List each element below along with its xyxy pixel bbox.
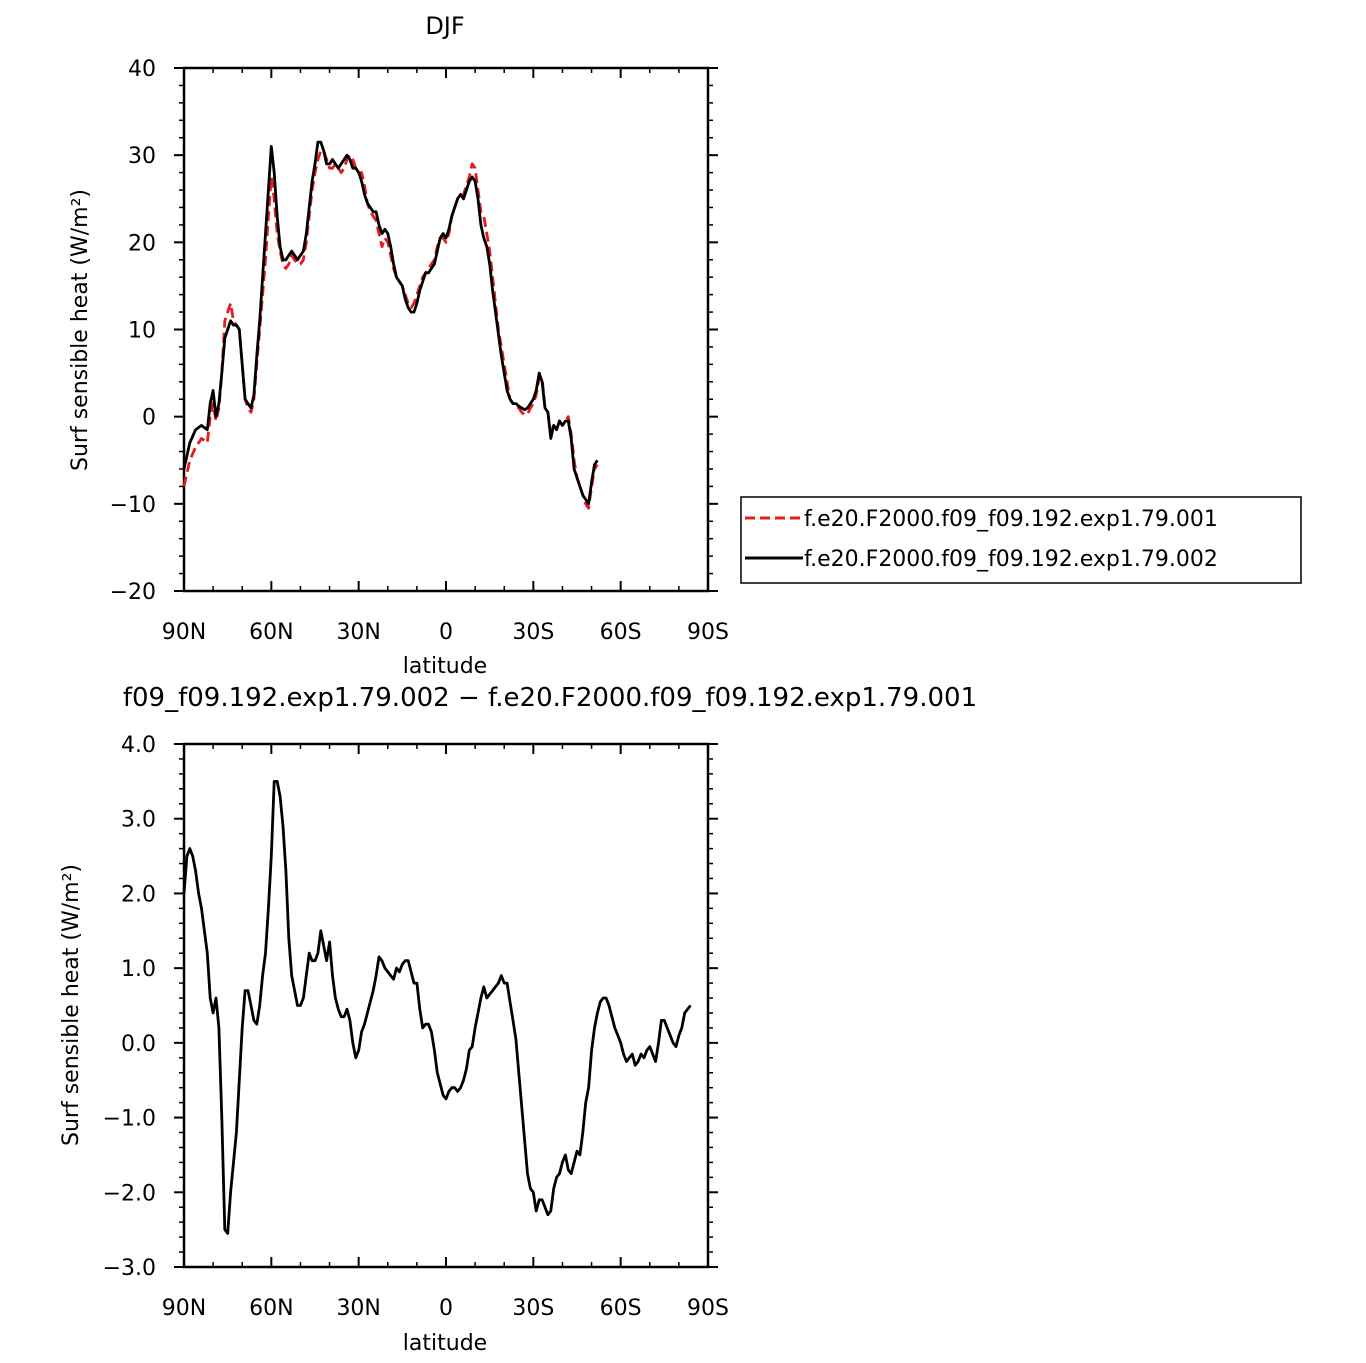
bottom-y-tick-label: −2.0 xyxy=(103,1181,156,1206)
bottom-x-tick-label: 90S xyxy=(687,1296,729,1321)
bottom-y-tick-label: −3.0 xyxy=(103,1256,156,1281)
top-y-tick-label: 30 xyxy=(128,144,156,169)
top-series-line-1 xyxy=(182,149,599,510)
bottom-x-tick-label: 60S xyxy=(600,1296,642,1321)
bottom-plot-area: 90N 60N 30N 0 30S 60S 90S 4.0 3.0 2.0 1.0 0.0 −1.0 −2… xyxy=(103,733,729,1321)
top-x-tick-label: 60S xyxy=(600,620,642,645)
bottom-x-tick-label: 90N xyxy=(162,1296,206,1321)
top-x-tick-label: 30S xyxy=(512,620,554,645)
bottom-y-tick-label: 2.0 xyxy=(121,882,156,907)
top-x-tick-label: 60N xyxy=(249,620,293,645)
bottom-x-tick-label: 30S xyxy=(512,1296,554,1321)
top-plot-frame xyxy=(182,66,710,593)
top-x-tick-label: 0 xyxy=(439,620,453,645)
top-y-tick-label: 40 xyxy=(128,57,156,82)
bottom-x-tick-label: 0 xyxy=(439,1296,453,1321)
bottom-y-tick-label: 0.0 xyxy=(121,1032,156,1057)
bottom-series-line-1 xyxy=(182,780,692,1235)
bottom-y-tick-label: 3.0 xyxy=(121,808,156,833)
bottom-y-tick-label: −1.0 xyxy=(103,1107,156,1132)
bottom-y-tick-label: 1.0 xyxy=(121,957,156,982)
legend-label-series-1: f.e20.F2000.f09_f09.192.exp1.79.001 xyxy=(804,507,1218,532)
bottom-chart-panel: f09_f09.192.exp1.79.002 − f.e20.F2000.f0… xyxy=(59,683,977,1356)
top-series-line-2 xyxy=(182,140,599,506)
top-y-tick-label: −20 xyxy=(110,580,156,605)
bottom-y-axis-label: Surf sensible heat (W/m²) xyxy=(59,864,84,1146)
top-y-tick-label: 10 xyxy=(128,319,156,344)
top-y-tick-label: −10 xyxy=(110,493,156,518)
top-chart-panel: DJF 90N 60N 30N 0 30S 60S 90S 40 30 20 10 0 −10 −20 l… xyxy=(68,12,729,679)
top-x-tick-label: 90S xyxy=(687,620,729,645)
legend: f.e20.F2000.f09_f09.192.exp1.79.001 f.e2… xyxy=(740,496,1302,584)
top-y-axis-label: Surf sensible heat (W/m²) xyxy=(68,189,93,471)
top-y-tick-label: 0 xyxy=(142,406,156,431)
top-x-axis-label: latitude xyxy=(403,654,487,679)
bottom-x-axis-label: latitude xyxy=(403,1331,487,1356)
bottom-chart-title: f09_f09.192.exp1.79.002 − f.e20.F2000.f0… xyxy=(123,683,977,713)
top-x-tick-label: 90N xyxy=(162,620,206,645)
bottom-x-tick-label: 30N xyxy=(336,1296,380,1321)
top-plot-area: 90N 60N 30N 0 30S 60S 90S 40 30 20 10 0 −10 −20 xyxy=(110,57,729,645)
legend-box xyxy=(740,496,1302,584)
bottom-plot-frame xyxy=(182,742,710,1269)
bottom-y-tick-label: 4.0 xyxy=(121,733,156,758)
bottom-x-tick-label: 60N xyxy=(249,1296,293,1321)
top-chart-title: DJF xyxy=(425,12,464,40)
top-y-tick-label: 20 xyxy=(128,231,156,256)
legend-label-series-2: f.e20.F2000.f09_f09.192.exp1.79.002 xyxy=(804,547,1218,572)
top-x-tick-label: 30N xyxy=(336,620,380,645)
